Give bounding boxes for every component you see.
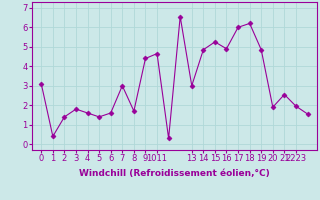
X-axis label: Windchill (Refroidissement éolien,°C): Windchill (Refroidissement éolien,°C) xyxy=(79,169,270,178)
